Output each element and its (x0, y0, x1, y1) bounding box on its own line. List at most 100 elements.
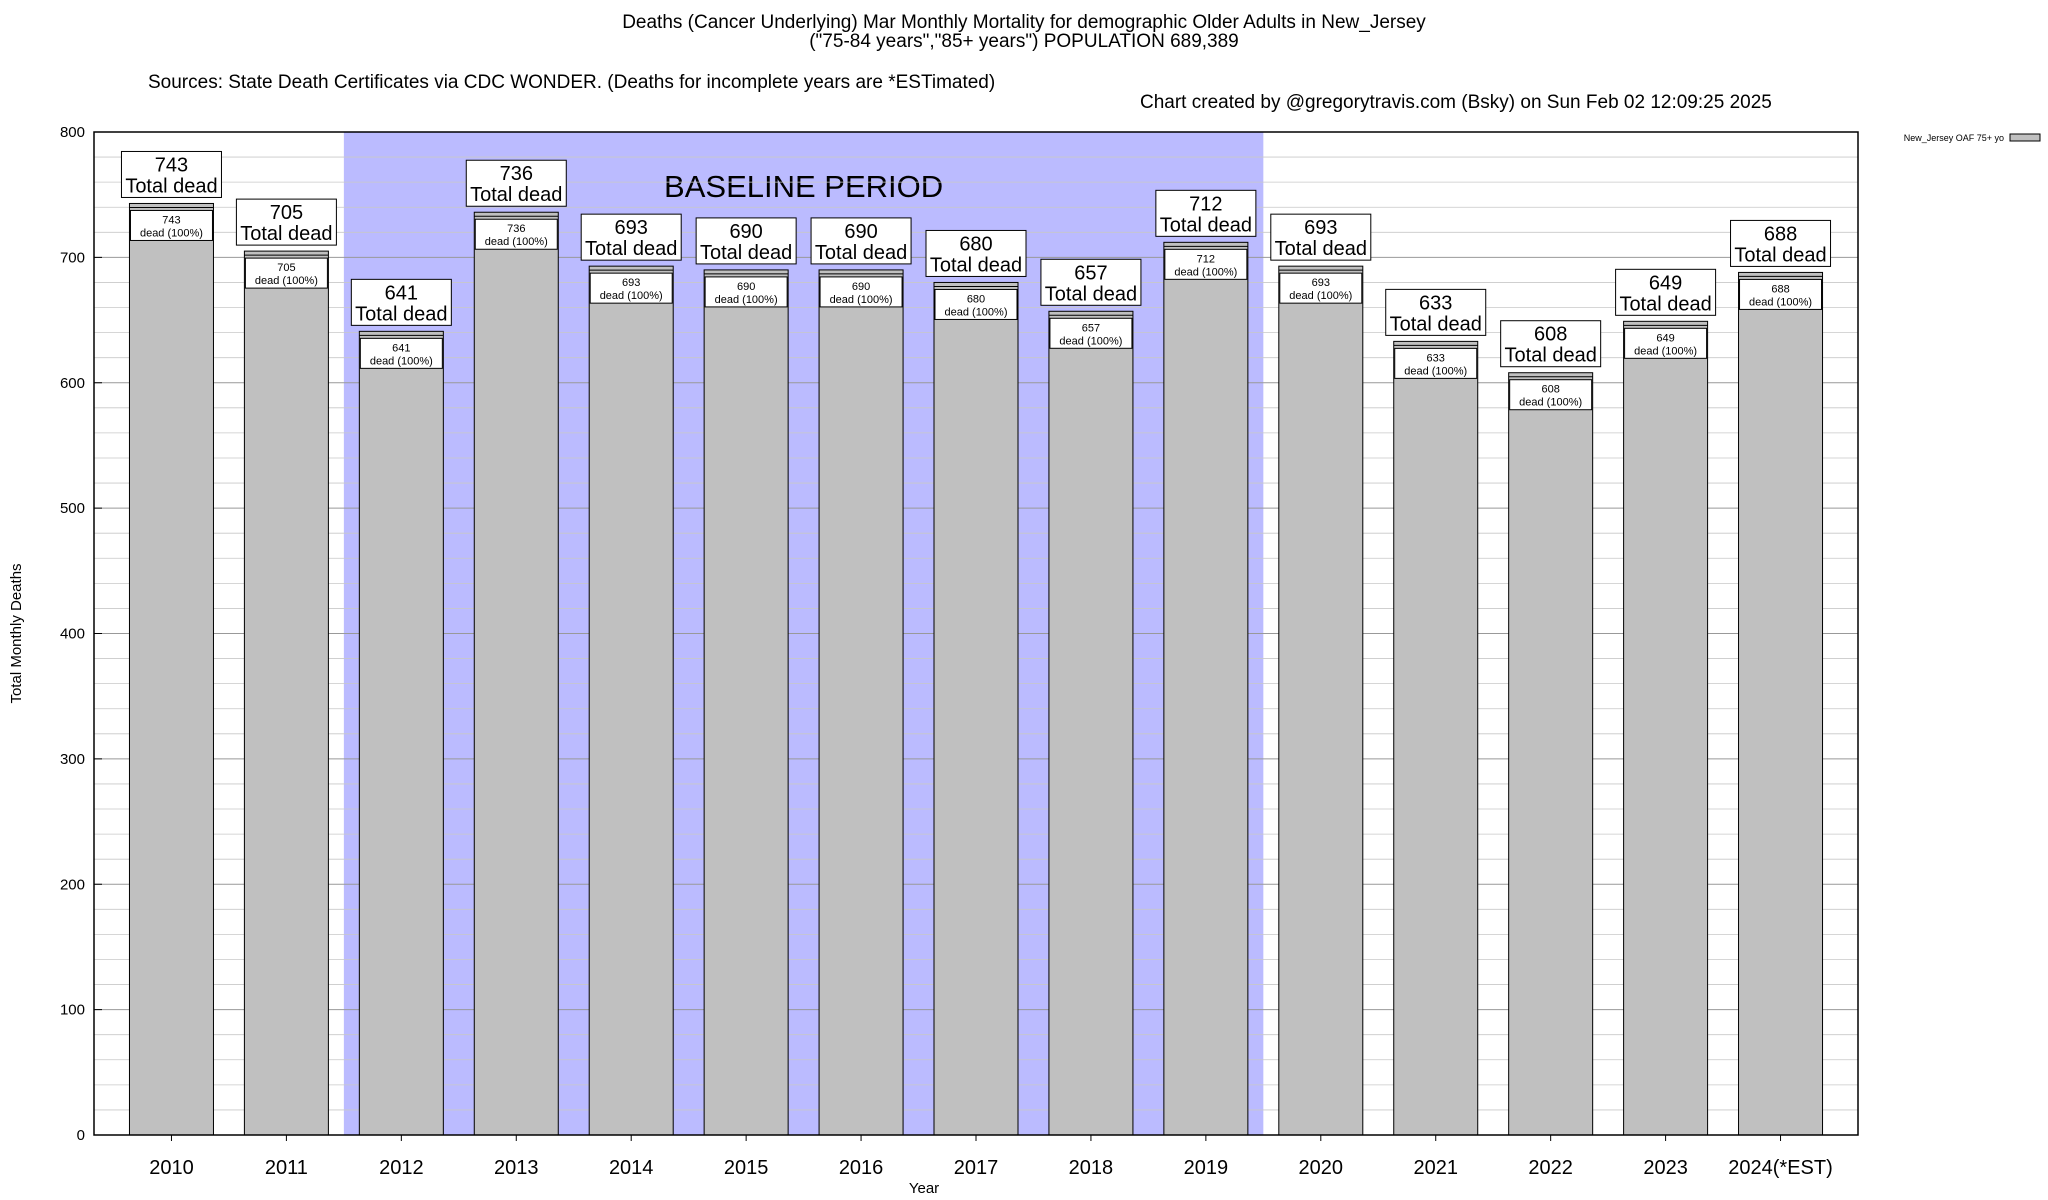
total-value-label: 633 (1419, 292, 1452, 314)
chart-title: Deaths (Cancer Underlying) Mar Monthly M… (622, 12, 1426, 33)
total-label-box (925, 229, 1027, 277)
x-tick-label: 2024(*EST) (1728, 1157, 1833, 1179)
inner-percent-label: dead (100%) (1289, 290, 1352, 302)
inner-value-label: 712 (1197, 253, 1215, 265)
inner-label-box (244, 257, 328, 289)
total-dead-label: Total dead (1734, 244, 1826, 266)
total-value-label: 690 (729, 221, 762, 243)
inner-percent-label: dead (100%) (485, 236, 548, 248)
inner-percent-label: dead (100%) (1174, 266, 1237, 278)
total-label-box (1270, 213, 1372, 261)
y-tick-label: 700 (60, 249, 85, 266)
inner-percent-label: dead (100%) (255, 275, 318, 287)
x-tick-label: 2010 (149, 1157, 194, 1179)
inner-label-box (1624, 327, 1708, 359)
total-value-label: 690 (844, 221, 877, 243)
total-label-box (120, 150, 222, 198)
total-dead-label: Total dead (1505, 345, 1597, 367)
inner-percent-label: dead (100%) (1519, 397, 1582, 409)
total-dead-label: Total dead (1619, 293, 1711, 315)
inner-label-box (1279, 272, 1363, 304)
bar (1623, 320, 1709, 1136)
total-dead-label: Total dead (1045, 283, 1137, 305)
bar (358, 330, 444, 1136)
x-tick-label: 2014 (609, 1157, 654, 1179)
x-tick-label: 2012 (379, 1157, 424, 1179)
x-tick-label: 2020 (1299, 1157, 1344, 1179)
x-tick-label: 2015 (724, 1157, 769, 1179)
inner-percent-label: dead (100%) (1749, 296, 1812, 308)
bar (1508, 372, 1594, 1136)
total-label-box (1730, 219, 1832, 267)
inner-percent-label: dead (100%) (600, 290, 663, 302)
inner-label-box (129, 209, 213, 241)
inner-value-label: 690 (852, 281, 870, 293)
bar (1393, 340, 1479, 1136)
total-dead-label: Total dead (240, 223, 332, 245)
x-tick-label: 2023 (1643, 1157, 1688, 1179)
x-tick-label: 2021 (1413, 1157, 1458, 1179)
total-label-box (1385, 288, 1487, 336)
inner-label-box (1509, 379, 1593, 411)
total-value-label: 680 (959, 233, 992, 255)
total-value-label: 736 (500, 163, 533, 185)
inner-value-label: 736 (507, 223, 525, 235)
x-tick-label: 2013 (494, 1157, 539, 1179)
inner-percent-label: dead (100%) (140, 227, 203, 239)
total-value-label: 641 (385, 282, 418, 304)
legend: New_Jersey OAF 75+ yo (1904, 133, 2041, 143)
total-label-box (350, 278, 452, 326)
inner-label-box (819, 276, 903, 308)
inner-label-box (1394, 347, 1478, 379)
y-axis-title: Total Monthly Deaths (8, 563, 25, 703)
inner-percent-label: dead (100%) (1059, 335, 1122, 347)
total-value-label: 657 (1074, 262, 1107, 284)
total-value-label: 712 (1189, 193, 1222, 215)
total-label-box (465, 159, 567, 207)
total-label-box (695, 217, 797, 265)
inner-label-box (474, 218, 558, 250)
inner-value-label: 680 (967, 293, 985, 305)
inner-percent-label: dead (100%) (715, 294, 778, 306)
total-label-box (235, 198, 337, 246)
inner-value-label: 641 (392, 342, 410, 354)
bar (473, 211, 559, 1136)
y-tick-label: 200 (60, 876, 85, 893)
baseline-band-label: BASELINE PERIOD (664, 169, 943, 204)
total-label-box (1615, 268, 1717, 316)
total-value-label: 688 (1764, 223, 1797, 245)
inner-value-label: 649 (1656, 332, 1674, 344)
x-tick-label: 2022 (1528, 1157, 1573, 1179)
inner-label-box (1739, 278, 1823, 310)
total-label-box (580, 213, 682, 261)
inner-label-box (704, 276, 788, 308)
chart-sources: Sources: State Death Certificates via CD… (148, 72, 996, 93)
inner-value-label: 657 (1082, 322, 1100, 334)
bar (818, 269, 904, 1136)
x-tick-label: 2011 (265, 1157, 308, 1179)
y-tick-label: 600 (60, 375, 85, 392)
total-value-label: 649 (1649, 272, 1682, 294)
total-label-box (1040, 258, 1142, 306)
x-tick-label: 2017 (954, 1157, 999, 1179)
bar (128, 202, 214, 1136)
total-value-label: 693 (615, 217, 648, 239)
legend-label: New_Jersey OAF 75+ yo (1904, 133, 2004, 143)
inner-value-label: 688 (1771, 283, 1789, 295)
total-dead-label: Total dead (700, 242, 792, 264)
total-dead-label: Total dead (1160, 214, 1252, 236)
legend-swatch (2009, 133, 2041, 142)
total-dead-label: Total dead (125, 175, 217, 197)
x-tick-label: 2016 (839, 1157, 884, 1179)
